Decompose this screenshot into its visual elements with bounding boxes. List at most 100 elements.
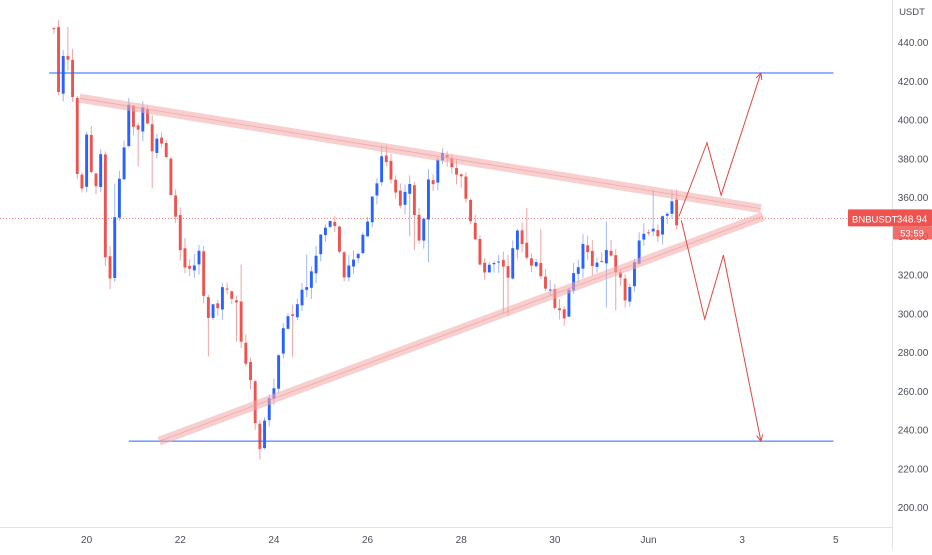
projection-path[interactable] bbox=[680, 220, 762, 442]
y-tick-label: 400.00 bbox=[898, 116, 929, 127]
candle-body bbox=[66, 56, 70, 60]
candle-body bbox=[487, 264, 491, 273]
candle-body bbox=[347, 265, 351, 278]
candle-body bbox=[352, 259, 355, 267]
x-tick-label: 30 bbox=[549, 535, 561, 546]
candle-body bbox=[497, 261, 501, 263]
candle-body bbox=[94, 173, 98, 187]
price-axis-panel bbox=[892, 0, 932, 550]
candle-body bbox=[483, 262, 487, 273]
candle-body bbox=[492, 263, 496, 265]
candle-body bbox=[675, 199, 679, 226]
candle-body bbox=[633, 262, 636, 287]
candle-body bbox=[417, 214, 421, 241]
candle-body bbox=[600, 260, 604, 263]
candle-body bbox=[249, 362, 252, 381]
y-tick-label: 280.00 bbox=[898, 348, 929, 359]
candle-body bbox=[436, 159, 440, 183]
candle-body bbox=[300, 289, 304, 306]
candle-body bbox=[366, 221, 370, 237]
candle-body bbox=[469, 199, 473, 222]
candle-body bbox=[586, 245, 590, 253]
projection-arrowhead bbox=[756, 434, 764, 443]
x-tick-label: 22 bbox=[175, 535, 187, 546]
currency-label: USDT bbox=[899, 7, 925, 18]
candle-body bbox=[319, 234, 323, 255]
candle-body bbox=[380, 156, 384, 183]
candle-body bbox=[314, 255, 318, 274]
candle-body bbox=[422, 218, 426, 241]
candle-body bbox=[192, 265, 196, 271]
candle-body bbox=[539, 263, 543, 277]
candle-body bbox=[85, 134, 89, 187]
y-tick-label: 260.00 bbox=[898, 387, 929, 398]
candle-body bbox=[277, 355, 281, 389]
x-tick-label: 5 bbox=[833, 535, 839, 546]
candle-body bbox=[99, 154, 103, 187]
candle-body bbox=[295, 304, 299, 318]
candle-body bbox=[146, 109, 149, 124]
candle-body bbox=[530, 258, 533, 266]
candle-body bbox=[281, 328, 285, 354]
x-tick-label: 20 bbox=[81, 535, 93, 546]
y-tick-label: 200.00 bbox=[898, 503, 929, 514]
candle-body bbox=[590, 250, 594, 266]
candle-body bbox=[609, 250, 613, 256]
y-tick-label: 420.00 bbox=[898, 77, 929, 88]
candle-body bbox=[637, 240, 641, 264]
x-tick-label: 24 bbox=[268, 535, 280, 546]
candle-body bbox=[323, 227, 327, 236]
price-badge bbox=[848, 209, 932, 227]
candle-body bbox=[403, 191, 407, 205]
y-tick-label: 240.00 bbox=[898, 426, 929, 437]
candle-body bbox=[412, 185, 416, 216]
candle-body bbox=[576, 267, 580, 274]
candle-body bbox=[52, 28, 56, 30]
candle-body bbox=[169, 158, 173, 195]
candle-body bbox=[216, 303, 220, 309]
candle-body bbox=[127, 104, 131, 147]
candle-body bbox=[375, 183, 379, 196]
candle-body bbox=[174, 195, 178, 217]
candle-body bbox=[220, 287, 224, 310]
candle-body bbox=[291, 314, 295, 316]
candle-body bbox=[642, 233, 646, 240]
candle-body bbox=[178, 215, 182, 251]
projection-path[interactable] bbox=[678, 72, 762, 217]
candle-body bbox=[394, 179, 398, 193]
candle-body bbox=[160, 137, 163, 144]
candle-body bbox=[431, 180, 435, 185]
candle-body bbox=[656, 230, 660, 237]
candle-body bbox=[117, 178, 121, 218]
candle-body bbox=[515, 230, 519, 250]
x-tick-label: 3 bbox=[739, 535, 745, 546]
projection-arrowhead bbox=[755, 71, 763, 81]
candle-body bbox=[183, 248, 187, 268]
candle-body bbox=[384, 155, 388, 163]
candle-body bbox=[338, 226, 341, 252]
candle-body bbox=[239, 301, 243, 342]
candle-body bbox=[113, 217, 117, 278]
candle-body bbox=[628, 287, 632, 302]
candle-body bbox=[131, 105, 135, 127]
candle-body bbox=[188, 265, 192, 269]
candle-body bbox=[562, 309, 566, 319]
triangle-trendline-edge bbox=[159, 216, 764, 442]
candle-body bbox=[225, 288, 229, 290]
candle-body bbox=[614, 255, 618, 273]
candle-body bbox=[305, 287, 309, 290]
y-tick-label: 220.00 bbox=[898, 464, 929, 475]
candle-body bbox=[398, 190, 402, 206]
candle-body bbox=[572, 273, 576, 291]
candle-body bbox=[567, 289, 571, 317]
candle-body bbox=[473, 222, 477, 240]
x-tick-label: 28 bbox=[456, 535, 468, 546]
x-tick-label: Jun bbox=[640, 535, 656, 546]
candle-body bbox=[520, 230, 524, 244]
candle-body bbox=[108, 256, 112, 279]
y-tick-label: 380.00 bbox=[898, 154, 929, 165]
candle-body bbox=[651, 228, 655, 232]
candle-body bbox=[558, 308, 562, 311]
